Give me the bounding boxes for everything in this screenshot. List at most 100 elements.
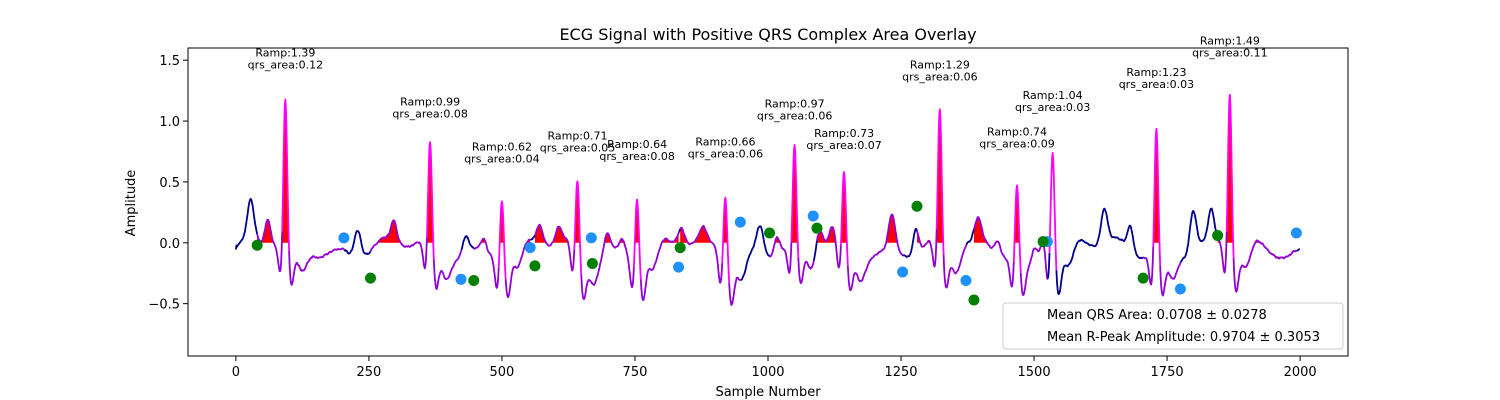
- r-peak-qrs-area-label: qrs_area:0.08: [392, 107, 467, 120]
- ecg-signal-line: [768, 236, 793, 274]
- ecg-signal-line: [460, 235, 475, 251]
- x-tick-label: 500: [490, 365, 515, 380]
- qrs-offset-marker: [897, 266, 909, 278]
- ecg-signal-line: [343, 230, 372, 256]
- ecg-signal-line: [916, 228, 938, 268]
- qrs-offset-marker: [673, 261, 685, 273]
- ecg-signal-line: [1159, 261, 1182, 297]
- y-tick-label: 1.0: [159, 115, 180, 130]
- r-peak-qrs-area-label: qrs_area:0.06: [902, 71, 977, 84]
- qrs-onset-marker: [251, 239, 263, 251]
- ecg-signal-line: [973, 216, 1015, 288]
- ecg-signal-line: [935, 108, 945, 255]
- qrs-area-fill: [680, 197, 741, 243]
- ecg-signal-line: [288, 247, 345, 286]
- qrs-onset-marker: [764, 227, 776, 239]
- ecg-signal-line: [573, 180, 583, 275]
- y-axis-ticks: −0.5 0.0 0.5 1.0 1.5: [148, 54, 188, 313]
- x-tick-label: 2000: [1284, 365, 1317, 380]
- qrs-onset-marker: [968, 294, 980, 306]
- ecg-signal-line: [1012, 184, 1022, 273]
- ecg-signal-line: [504, 238, 532, 298]
- ecg-signal-line: [497, 200, 507, 280]
- x-tick-label: 0: [232, 365, 240, 380]
- qrs-offset-marker: [585, 232, 597, 244]
- ecg-signal-line: [256, 218, 284, 273]
- legend-box: [1002, 302, 1344, 350]
- qrs-offset-marker: [524, 242, 536, 254]
- ecg-signal-line: [1055, 207, 1144, 296]
- r-peak-amplitude-label: Ramp:1.23: [1126, 66, 1186, 79]
- y-tick-label: 1.5: [159, 54, 180, 69]
- r-peak-qrs-area-label: qrs_area:0.06: [757, 110, 832, 123]
- qrs-onset-marker: [468, 275, 480, 287]
- r-peak-amplitude-label: Ramp:0.97: [765, 98, 825, 111]
- ecg-signal-line: [426, 141, 435, 260]
- ecg-signal-line: [1296, 248, 1301, 252]
- qrs-onset-marker: [911, 200, 923, 212]
- ecg-signal-line: [812, 240, 818, 261]
- ecg-signal-line: [530, 235, 536, 241]
- qrs-offset-marker: [1290, 227, 1302, 239]
- ecg-signal-line: [721, 196, 731, 283]
- legend-entry-mean-r-peak-amplitude: Mean R-Peak Amplitude: 0.9704 ± 0.3053: [1047, 330, 1320, 345]
- r-peak-amplitude-label: Ramp:1.49: [1200, 34, 1260, 47]
- x-axis-ticks: 0 250 500 750 1000 1250 1500 1750 2000: [232, 356, 1317, 380]
- ecg-signal-line: [1142, 246, 1155, 286]
- ecg-signal-line: [965, 229, 975, 245]
- r-peak-qrs-area-label: qrs_area:0.07: [806, 139, 881, 152]
- legend: Mean QRS Area: 0.0708 ± 0.0278 Mean R-Pe…: [1002, 302, 1344, 350]
- qrs-onset-marker: [529, 260, 541, 272]
- x-tick-label: 1250: [884, 365, 917, 380]
- y-tick-label: 0.5: [159, 176, 180, 191]
- qrs-area-fill: [1143, 128, 1181, 243]
- qrs-offset-marker: [338, 232, 350, 244]
- ecg-signal-line: [473, 237, 500, 289]
- ecg-signal-line: [790, 144, 800, 258]
- ecg-signal-line: [902, 227, 918, 258]
- x-tick-label: 1750: [1151, 365, 1184, 380]
- qrs-area-fill: [370, 142, 461, 243]
- ecg-signal-line: [797, 257, 815, 285]
- ecg-signal-line: [633, 198, 642, 280]
- x-tick-label: 1500: [1018, 365, 1051, 380]
- qrs-onset-marker: [674, 242, 686, 254]
- ecg-signal-line: [591, 282, 594, 285]
- ecg-signal-line: [1232, 239, 1298, 293]
- r-peak-amplitude-label: Ramp:0.99: [400, 95, 460, 108]
- r-peak-amplitude-label: Ramp:0.71: [547, 129, 607, 142]
- qrs-offset-marker: [960, 275, 972, 287]
- ecg-signal-layer: [234, 93, 1301, 306]
- r-peak-amplitude-label: Ramp:0.66: [695, 135, 755, 148]
- qrs-onset-marker: [1037, 236, 1049, 248]
- qrs-offset-marker: [734, 216, 746, 228]
- r-peak-amplitude-label: Ramp:0.64: [607, 138, 667, 151]
- r-peak-qrs-area-label: qrs_area:0.03: [1015, 101, 1090, 114]
- ecg-signal-line: [369, 219, 428, 270]
- qrs-onset-marker: [811, 222, 823, 234]
- r-peak-amplitude-label: Ramp:0.74: [987, 126, 1047, 139]
- x-tick-label: 1000: [751, 365, 784, 380]
- ecg-signal-line: [840, 171, 849, 266]
- qrs-area-fill: [973, 185, 1048, 243]
- qrs-onset-marker: [1212, 229, 1224, 241]
- qrs-offset-marker: [455, 273, 467, 285]
- ecg-signal-line: [1019, 241, 1049, 296]
- ecg-signal-line: [580, 274, 593, 300]
- qrs-onset-marker: [365, 272, 377, 284]
- r-peak-qrs-area-label: qrs_area:0.04: [464, 152, 539, 165]
- y-tick-label: 0.0: [159, 237, 180, 252]
- qrs-onset-marker: [586, 257, 598, 269]
- qrs-area-fill: [816, 172, 903, 243]
- r-peak-amplitude-label: Ramp:1.29: [910, 59, 970, 72]
- x-tick-label: 250: [357, 365, 382, 380]
- qrs-area-fill: [534, 181, 592, 243]
- ecg-signal-line: [1152, 127, 1162, 266]
- r-peak-qrs-area-label: qrs_area:0.05: [540, 141, 615, 154]
- y-tick-label: −0.5: [148, 298, 180, 313]
- ecg-signal-line: [679, 224, 724, 284]
- ecg-signal-line: [1225, 93, 1235, 258]
- ecg-signal-line: [728, 276, 742, 306]
- r-peak-amplitude-label: Ramp:1.39: [255, 47, 315, 60]
